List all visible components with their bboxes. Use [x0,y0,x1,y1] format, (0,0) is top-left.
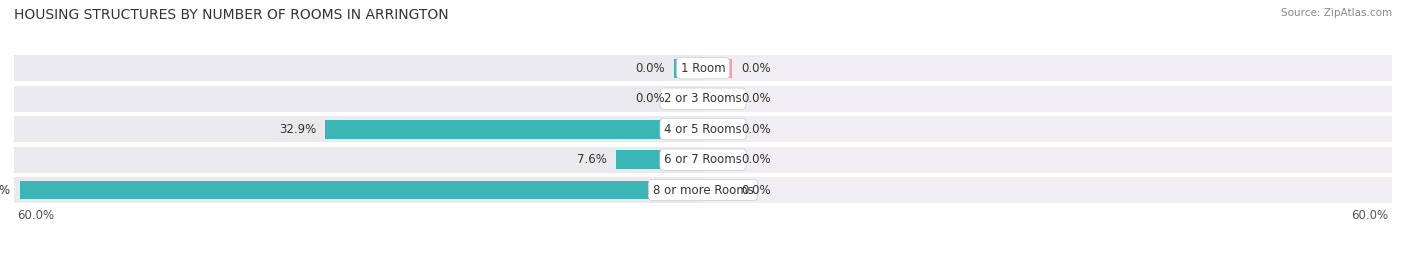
Bar [675,89,703,108]
Text: 1 Room: 1 Room [681,62,725,75]
Bar [703,59,731,78]
Bar [20,180,703,200]
Bar [703,120,731,139]
Text: 0.0%: 0.0% [741,123,770,136]
Text: 59.5%: 59.5% [0,183,11,197]
Bar [703,147,1392,172]
Text: 6 or 7 Rooms: 6 or 7 Rooms [664,153,742,166]
Bar [703,150,731,169]
Bar [703,86,1392,112]
Bar [675,59,703,78]
Bar [703,177,1392,203]
Text: 2 or 3 Rooms: 2 or 3 Rooms [664,92,742,105]
Bar [325,120,703,139]
Bar [14,147,703,172]
Text: 60.0%: 60.0% [17,209,55,222]
Bar [703,89,731,108]
Text: 7.6%: 7.6% [576,153,606,166]
Text: 0.0%: 0.0% [741,92,770,105]
Bar [14,86,703,112]
Bar [703,116,1392,142]
Text: 8 or more Rooms: 8 or more Rooms [652,183,754,197]
Bar [703,55,1392,81]
Text: 0.0%: 0.0% [741,153,770,166]
Text: Source: ZipAtlas.com: Source: ZipAtlas.com [1281,8,1392,18]
Bar [14,55,703,81]
Text: 0.0%: 0.0% [741,183,770,197]
Bar [14,116,703,142]
Text: HOUSING STRUCTURES BY NUMBER OF ROOMS IN ARRINGTON: HOUSING STRUCTURES BY NUMBER OF ROOMS IN… [14,8,449,22]
Text: 0.0%: 0.0% [636,62,665,75]
Text: 0.0%: 0.0% [636,92,665,105]
Text: 32.9%: 32.9% [278,123,316,136]
Bar [703,180,731,200]
Bar [14,177,703,203]
Bar [616,150,703,169]
Text: 4 or 5 Rooms: 4 or 5 Rooms [664,123,742,136]
Text: 0.0%: 0.0% [741,62,770,75]
Text: 60.0%: 60.0% [1351,209,1389,222]
